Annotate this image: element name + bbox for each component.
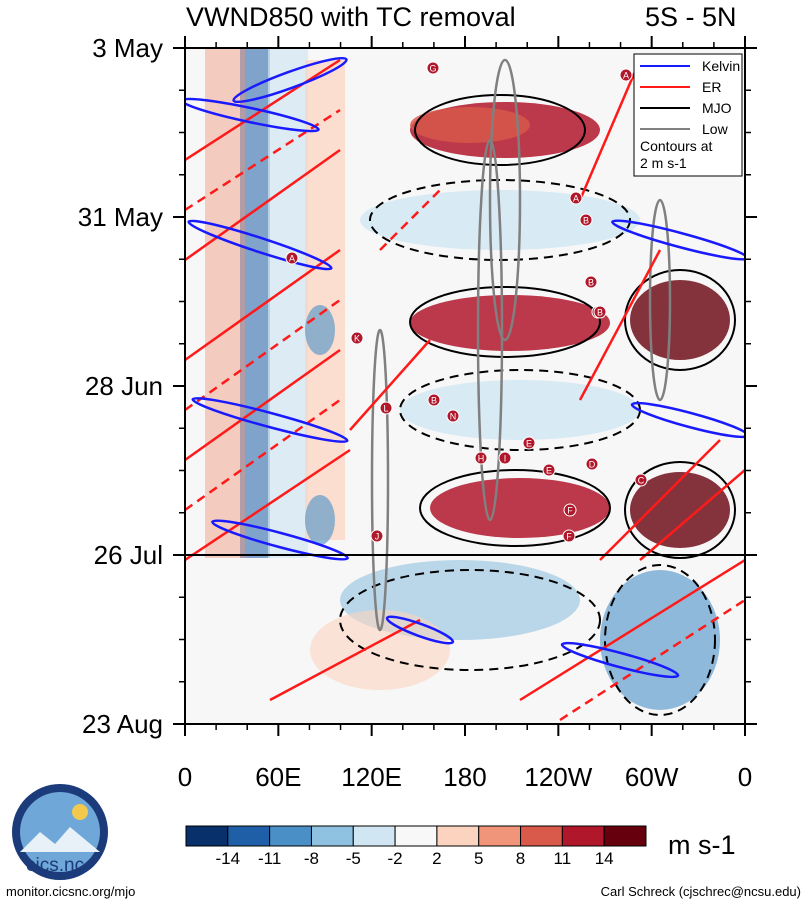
chart-title: VWND850 with TC removal	[186, 2, 516, 32]
event-marker	[350, 331, 364, 345]
event-marker-label: B	[588, 278, 594, 288]
colorbar-swatch	[603, 825, 647, 847]
y-tick-label: 26 Jul	[94, 540, 163, 570]
colorbar-label: 11	[554, 849, 572, 868]
colorbar-label: -2	[388, 849, 403, 868]
legend-label: Low	[702, 121, 729, 137]
x-tick-label: 0	[178, 762, 192, 792]
event-marker-label: J	[375, 532, 380, 542]
footer-credit: Carl Schreck (cjschrec@ncsu.edu)	[600, 884, 801, 899]
event-marker	[474, 451, 488, 465]
logo-text: cics.nc	[26, 855, 85, 876]
event-marker-label: K	[354, 334, 360, 344]
footer-url: monitor.cicsnc.org/mjo	[6, 884, 136, 899]
x-tick-label: 120W	[524, 762, 592, 792]
x-tick-label: 0	[738, 762, 752, 792]
colorbar-label: 5	[474, 849, 483, 868]
colorbar-swatch	[394, 825, 438, 847]
legend-label: ER	[702, 79, 721, 95]
latitude-band-label: 5S - 5N	[645, 2, 737, 32]
event-marker	[562, 529, 576, 543]
event-marker-label: A	[623, 71, 629, 81]
event-marker	[379, 401, 393, 415]
event-marker	[427, 393, 441, 407]
event-marker	[370, 529, 384, 543]
x-tick-label: 120E	[341, 762, 402, 792]
event-marker-label: I	[504, 454, 507, 464]
event-marker	[285, 251, 299, 265]
event-marker-label: L	[383, 404, 388, 414]
event-marker	[584, 275, 598, 289]
colorbar-units: m s-1	[668, 830, 736, 860]
colorbar-label: -14	[216, 849, 241, 868]
event-marker	[446, 409, 460, 423]
x-tick-label: 60W	[625, 762, 679, 792]
event-marker-label: D	[589, 460, 596, 470]
y-tick-label: 31 May	[78, 202, 163, 232]
legend-note: Contours at	[640, 138, 712, 154]
event-marker	[634, 473, 648, 487]
colorbar-swatch	[185, 825, 229, 847]
legend: Kelvin ER MJO Low Contours at 2 m s-1	[633, 53, 743, 177]
colorbar-label: -8	[304, 849, 319, 868]
legend-label: MJO	[702, 100, 732, 116]
event-marker	[498, 451, 512, 465]
y-tick-label: 28 Jun	[85, 371, 163, 401]
event-marker-label: G	[429, 64, 436, 74]
colorbar-swatch	[310, 825, 354, 847]
colorbar-swatch	[269, 825, 312, 847]
colorbar-label: 2	[432, 849, 441, 868]
event-marker-label: H	[478, 454, 485, 464]
event-marker-label: E	[526, 439, 532, 449]
event-marker	[569, 191, 583, 205]
colorbar: -14 -11 -8 -5 -2 2 5 8 11 14	[185, 825, 647, 868]
colorbar-swatch	[520, 825, 563, 847]
legend-label: Kelvin	[702, 58, 740, 74]
y-axis: 3 May 31 May 28 Jun 26 Jul 23 Aug	[78, 33, 757, 739]
shading-layer	[185, 48, 745, 722]
colorbar-swatch	[352, 825, 396, 847]
event-marker-label: F	[566, 532, 572, 542]
event-marker	[619, 68, 633, 82]
event-marker	[579, 213, 593, 227]
legend-note-line2: 2 m s-1	[640, 155, 687, 171]
colorbar-swatch	[436, 825, 480, 847]
colorbar-swatch	[478, 825, 522, 847]
x-axis: 0 60E 120E 180 120W 60W 0	[178, 36, 752, 792]
event-marker-label: N	[450, 412, 457, 422]
cicsnc-logo	[10, 782, 110, 882]
event-marker-label: B	[431, 396, 437, 406]
y-tick-label: 3 May	[92, 33, 163, 63]
y-tick-label: 23 Aug	[82, 709, 163, 739]
event-marker-label: F	[567, 506, 573, 516]
event-marker-label: B	[583, 216, 589, 226]
event-marker	[585, 457, 599, 471]
event-marker	[542, 463, 556, 477]
colorbar-label: -11	[258, 849, 281, 868]
event-markers: GABAABCBKLBNHIEEDCJFF	[285, 61, 648, 543]
event-marker-label: C	[638, 476, 645, 486]
colorbar-label: 14	[595, 849, 614, 868]
event-marker-label: B	[597, 308, 603, 318]
colorbar-label: -5	[346, 849, 361, 868]
event-marker	[522, 436, 536, 450]
event-marker	[593, 305, 607, 319]
event-marker-label: E	[546, 466, 552, 476]
event-marker-label: A	[573, 194, 579, 204]
event-marker	[426, 61, 440, 75]
x-tick-label: 180	[443, 762, 486, 792]
colorbar-label: 8	[516, 849, 525, 868]
colorbar-swatch	[561, 825, 605, 847]
event-marker	[563, 503, 577, 517]
colorbar-swatch	[227, 825, 271, 847]
event-marker-label: A	[289, 254, 295, 264]
x-tick-label: 60E	[255, 762, 301, 792]
